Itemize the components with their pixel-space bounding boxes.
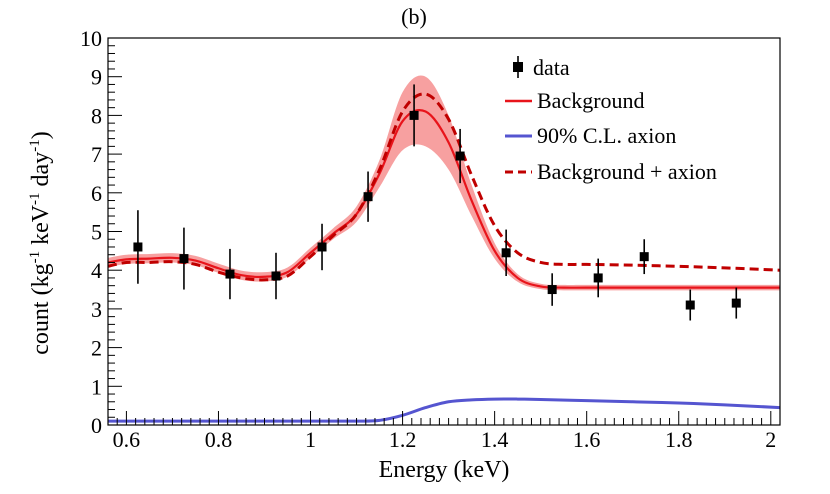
y-axis-title-sup: -1 <box>27 139 43 152</box>
y-tick-label: 7 <box>91 142 102 167</box>
x-tick-label: 1.2 <box>389 427 417 452</box>
y-tick-label: 8 <box>91 103 102 128</box>
legend-item-bg-axion: Background + axion <box>505 159 717 184</box>
data-point <box>409 110 419 120</box>
y-axis-title-part: day <box>28 152 54 193</box>
data-point <box>225 269 235 279</box>
y-axis-title: count (kg-1 keV-1 day-1) <box>27 131 54 354</box>
panel-label: (b) <box>401 4 427 29</box>
y-tick-label: 10 <box>80 26 102 51</box>
plot-frame <box>107 37 781 426</box>
data-point <box>317 242 327 252</box>
data-point <box>593 273 603 283</box>
x-tick-label: 0.6 <box>113 427 141 452</box>
y-axis-title-sup: -1 <box>27 192 43 205</box>
legend: data Background 90% C.L. axion Backgroun… <box>505 55 717 184</box>
y-axis: 0 1 2 3 4 5 6 7 8 9 10 <box>80 26 122 438</box>
data-point <box>731 298 741 308</box>
axion-line <box>108 397 780 423</box>
background-uncertainty-band <box>108 75 780 291</box>
legend-label-bg-axion: Background + axion <box>537 159 717 184</box>
y-tick-label: 9 <box>91 65 102 90</box>
data-point <box>547 285 557 295</box>
y-tick-label: 0 <box>91 413 102 438</box>
data-point <box>363 192 373 202</box>
legend-label-axion: 90% C.L. axion <box>537 123 676 148</box>
legend-label-data: data <box>533 55 570 80</box>
y-axis-title-part: ) <box>28 131 54 139</box>
y-tick-label: 6 <box>91 181 102 206</box>
x-tick-label: 0.8 <box>205 427 233 452</box>
plot-area <box>108 75 780 423</box>
data-point <box>455 151 465 161</box>
data-point <box>501 248 511 258</box>
y-tick-label: 2 <box>91 336 102 361</box>
y-tick-label: 3 <box>91 297 102 322</box>
x-tick-label: 1.8 <box>665 427 693 452</box>
x-axis-title: Energy (keV) <box>379 457 510 483</box>
x-tick-label: 2 <box>765 427 776 452</box>
data-point <box>639 252 649 262</box>
legend-item-axion: 90% C.L. axion <box>505 123 676 148</box>
data-point <box>685 300 695 310</box>
legend-data-marker <box>513 62 523 72</box>
legend-item-data: data <box>513 55 570 80</box>
background-plus-axion-line <box>108 92 780 282</box>
x-tick-label: 1.4 <box>481 427 509 452</box>
legend-label-background: Background <box>537 88 645 113</box>
y-tick-label: 5 <box>91 220 102 245</box>
legend-item-background: Background <box>505 88 645 113</box>
data-point <box>133 242 143 252</box>
plot-series-group <box>108 75 780 423</box>
data-point <box>271 271 281 281</box>
y-tick-label: 4 <box>91 258 102 283</box>
y-tick-label: 1 <box>91 374 102 399</box>
y-axis-title-part: count (kg <box>28 263 54 354</box>
background-line <box>108 108 780 289</box>
y-axis-title-part: keV <box>28 204 54 251</box>
x-tick-label: 1.6 <box>573 427 601 452</box>
x-axis: 0.6 0.8 1 1.2 1.4 1.6 1.8 2 <box>107 411 781 452</box>
y-axis-title-sup: -1 <box>27 251 43 264</box>
data-point <box>179 254 189 264</box>
x-tick-label: 1 <box>305 427 316 452</box>
